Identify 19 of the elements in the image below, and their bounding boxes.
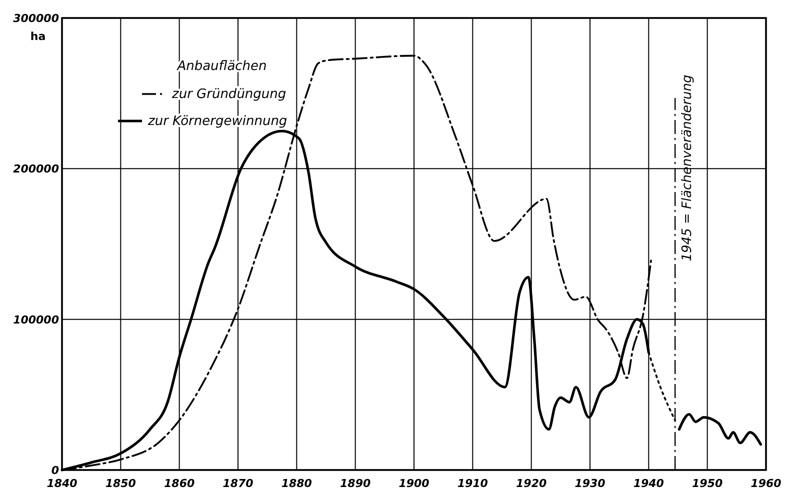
x-tick-label: 1860 [164, 477, 195, 490]
y-tick-label: 0 [51, 464, 60, 477]
x-tick-label: 1920 [516, 477, 547, 490]
x-tick-label: 1870 [222, 477, 254, 490]
x-tick-label: 1880 [281, 477, 312, 490]
x-tick-label: 1900 [398, 477, 430, 490]
x-tick-label: 1910 [457, 477, 488, 490]
y-axis-title: ha [30, 30, 46, 43]
x-tick-label: 1840 [46, 477, 78, 490]
y-tick-label: 100000 [13, 313, 60, 326]
y-tick-label: 300000 [13, 12, 60, 25]
x-tick-label: 1950 [692, 477, 723, 490]
ref-line-label: 1945 = Flächenveränderung [680, 74, 696, 262]
x-tick-label: 1850 [105, 477, 136, 490]
x-tick-label: 1940 [633, 477, 664, 490]
x-tick-label: 1960 [750, 477, 782, 490]
x-tick-label: 1930 [574, 477, 606, 490]
y-tick-label: 200000 [13, 162, 60, 176]
x-tick-label: 1890 [340, 477, 371, 490]
